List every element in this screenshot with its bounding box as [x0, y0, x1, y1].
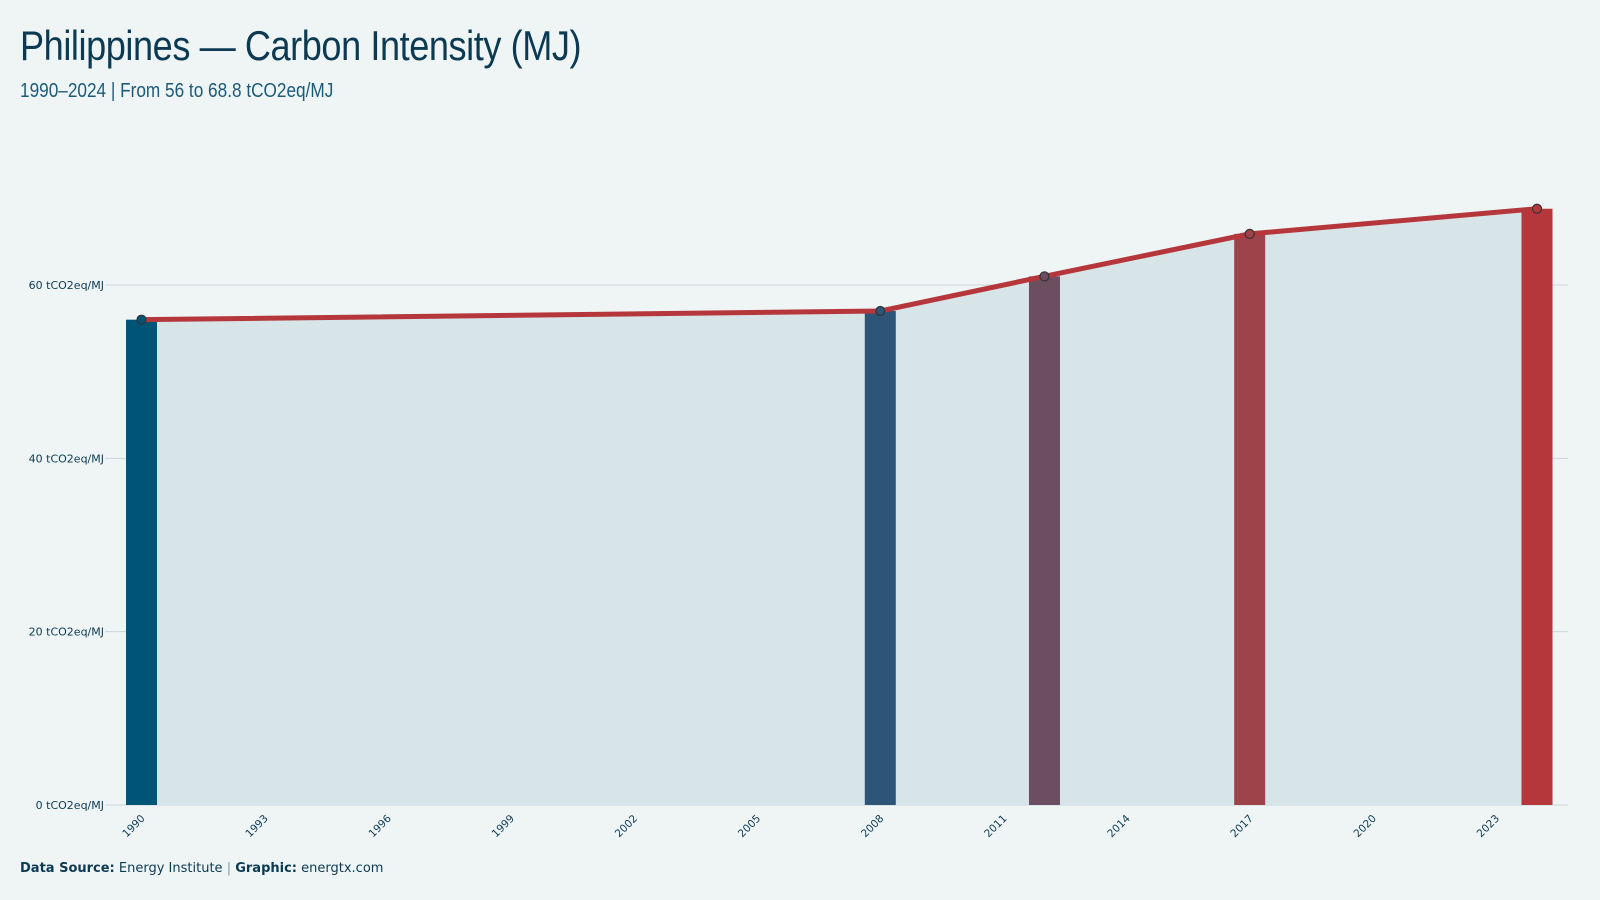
y-axis-ticks: 0 tCO2eq/MJ 20 tCO2eq/MJ 40 tCO2eq/MJ 60 tC…	[29, 279, 104, 812]
y-tick-label: 60 tCO2eq/MJ	[29, 279, 104, 292]
x-tick-label: 1999	[490, 813, 517, 840]
y-tick-label: 40 tCO2eq/MJ	[29, 452, 104, 465]
footer-separator: |	[226, 861, 232, 876]
source-value: Energy Institute	[118, 861, 223, 876]
graphic-value: energtx.com	[301, 861, 384, 876]
x-tick-label: 2014	[1105, 812, 1133, 840]
x-tick-label: 2005	[736, 813, 763, 840]
x-tick-label: 2008	[859, 813, 886, 840]
x-tick-label: 1990	[120, 813, 147, 840]
x-tick-label: 2011	[982, 813, 1009, 840]
x-tick-label: 2023	[1475, 813, 1502, 840]
bar-layer	[126, 208, 1553, 805]
point-2024	[1531, 203, 1543, 214]
marker-layer	[136, 203, 1543, 325]
point-2012	[1039, 271, 1050, 282]
source-label: Data Source:	[20, 861, 115, 876]
chart-title: Philippines — Carbon Intensity (MJ)	[20, 22, 582, 69]
area-fill	[141, 208, 1537, 805]
bar-2012	[1028, 276, 1060, 805]
point-2017	[1244, 228, 1255, 239]
y-tick-label: 0 tCO2eq/MJ	[36, 799, 104, 812]
area-layer	[141, 208, 1537, 805]
bar-2024	[1521, 208, 1553, 805]
chart-subtitle: 1990–2024 | From 56 to 68.8 tCO2eq/MJ	[20, 80, 334, 102]
bar-2008	[864, 311, 896, 805]
x-tick-label: 2017	[1228, 813, 1255, 840]
point-2008	[875, 305, 886, 317]
point-1990	[136, 314, 147, 325]
footer: Data Source: Energy Institute | Graphic:…	[20, 861, 383, 876]
x-tick-label: 2002	[613, 813, 640, 840]
x-axis-ticks: 1990 1993 1996 1999 2002 2005 2008 2011 2014 2017…	[120, 812, 1502, 840]
y-tick-label: 20 tCO2eq/MJ	[29, 626, 104, 639]
x-tick-label: 1996	[366, 812, 394, 840]
graphic-label: Graphic:	[235, 861, 297, 876]
x-tick-label: 1993	[243, 813, 270, 840]
bar-1990	[126, 319, 157, 805]
x-tick-label: 2020	[1352, 813, 1379, 840]
bar-2017	[1234, 233, 1266, 805]
